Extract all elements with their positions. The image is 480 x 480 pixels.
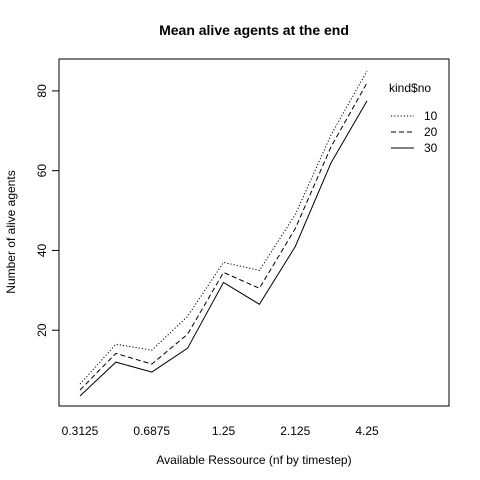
legend-label-30: 30 (424, 141, 438, 155)
y-tick-label: 60 (35, 164, 49, 178)
plot-frame (58, 58, 450, 407)
series-layer (79, 70, 368, 397)
legend-label-20: 20 (424, 125, 438, 139)
x-tick-label: 2.125 (280, 424, 310, 438)
series-line-30 (79, 100, 368, 397)
y-axis-label: Number of alive agents (4, 170, 18, 293)
series-line-20 (79, 82, 368, 391)
legend-label-10: 10 (424, 109, 438, 123)
x-axis: 0.3125 0.6875 1.25 2.125 4.25 (62, 424, 379, 438)
y-tick-label: 80 (35, 84, 49, 98)
y-axis: 20 40 60 80 (35, 84, 59, 337)
legend-title: kind$no (389, 81, 431, 95)
x-tick-label: 0.3125 (62, 424, 99, 438)
series-line-10 (79, 70, 368, 385)
chart-title: Mean alive agents at the end (159, 22, 349, 38)
x-tick-label: 1.25 (212, 424, 236, 438)
y-tick-label: 20 (35, 323, 49, 337)
legend: kind$no 10 20 30 (389, 81, 438, 155)
x-axis-label: Available Ressource (nf by timestep) (156, 453, 351, 467)
x-tick-label: 4.25 (355, 424, 379, 438)
x-tick-label: 0.6875 (133, 424, 170, 438)
y-tick-label: 40 (35, 243, 49, 257)
